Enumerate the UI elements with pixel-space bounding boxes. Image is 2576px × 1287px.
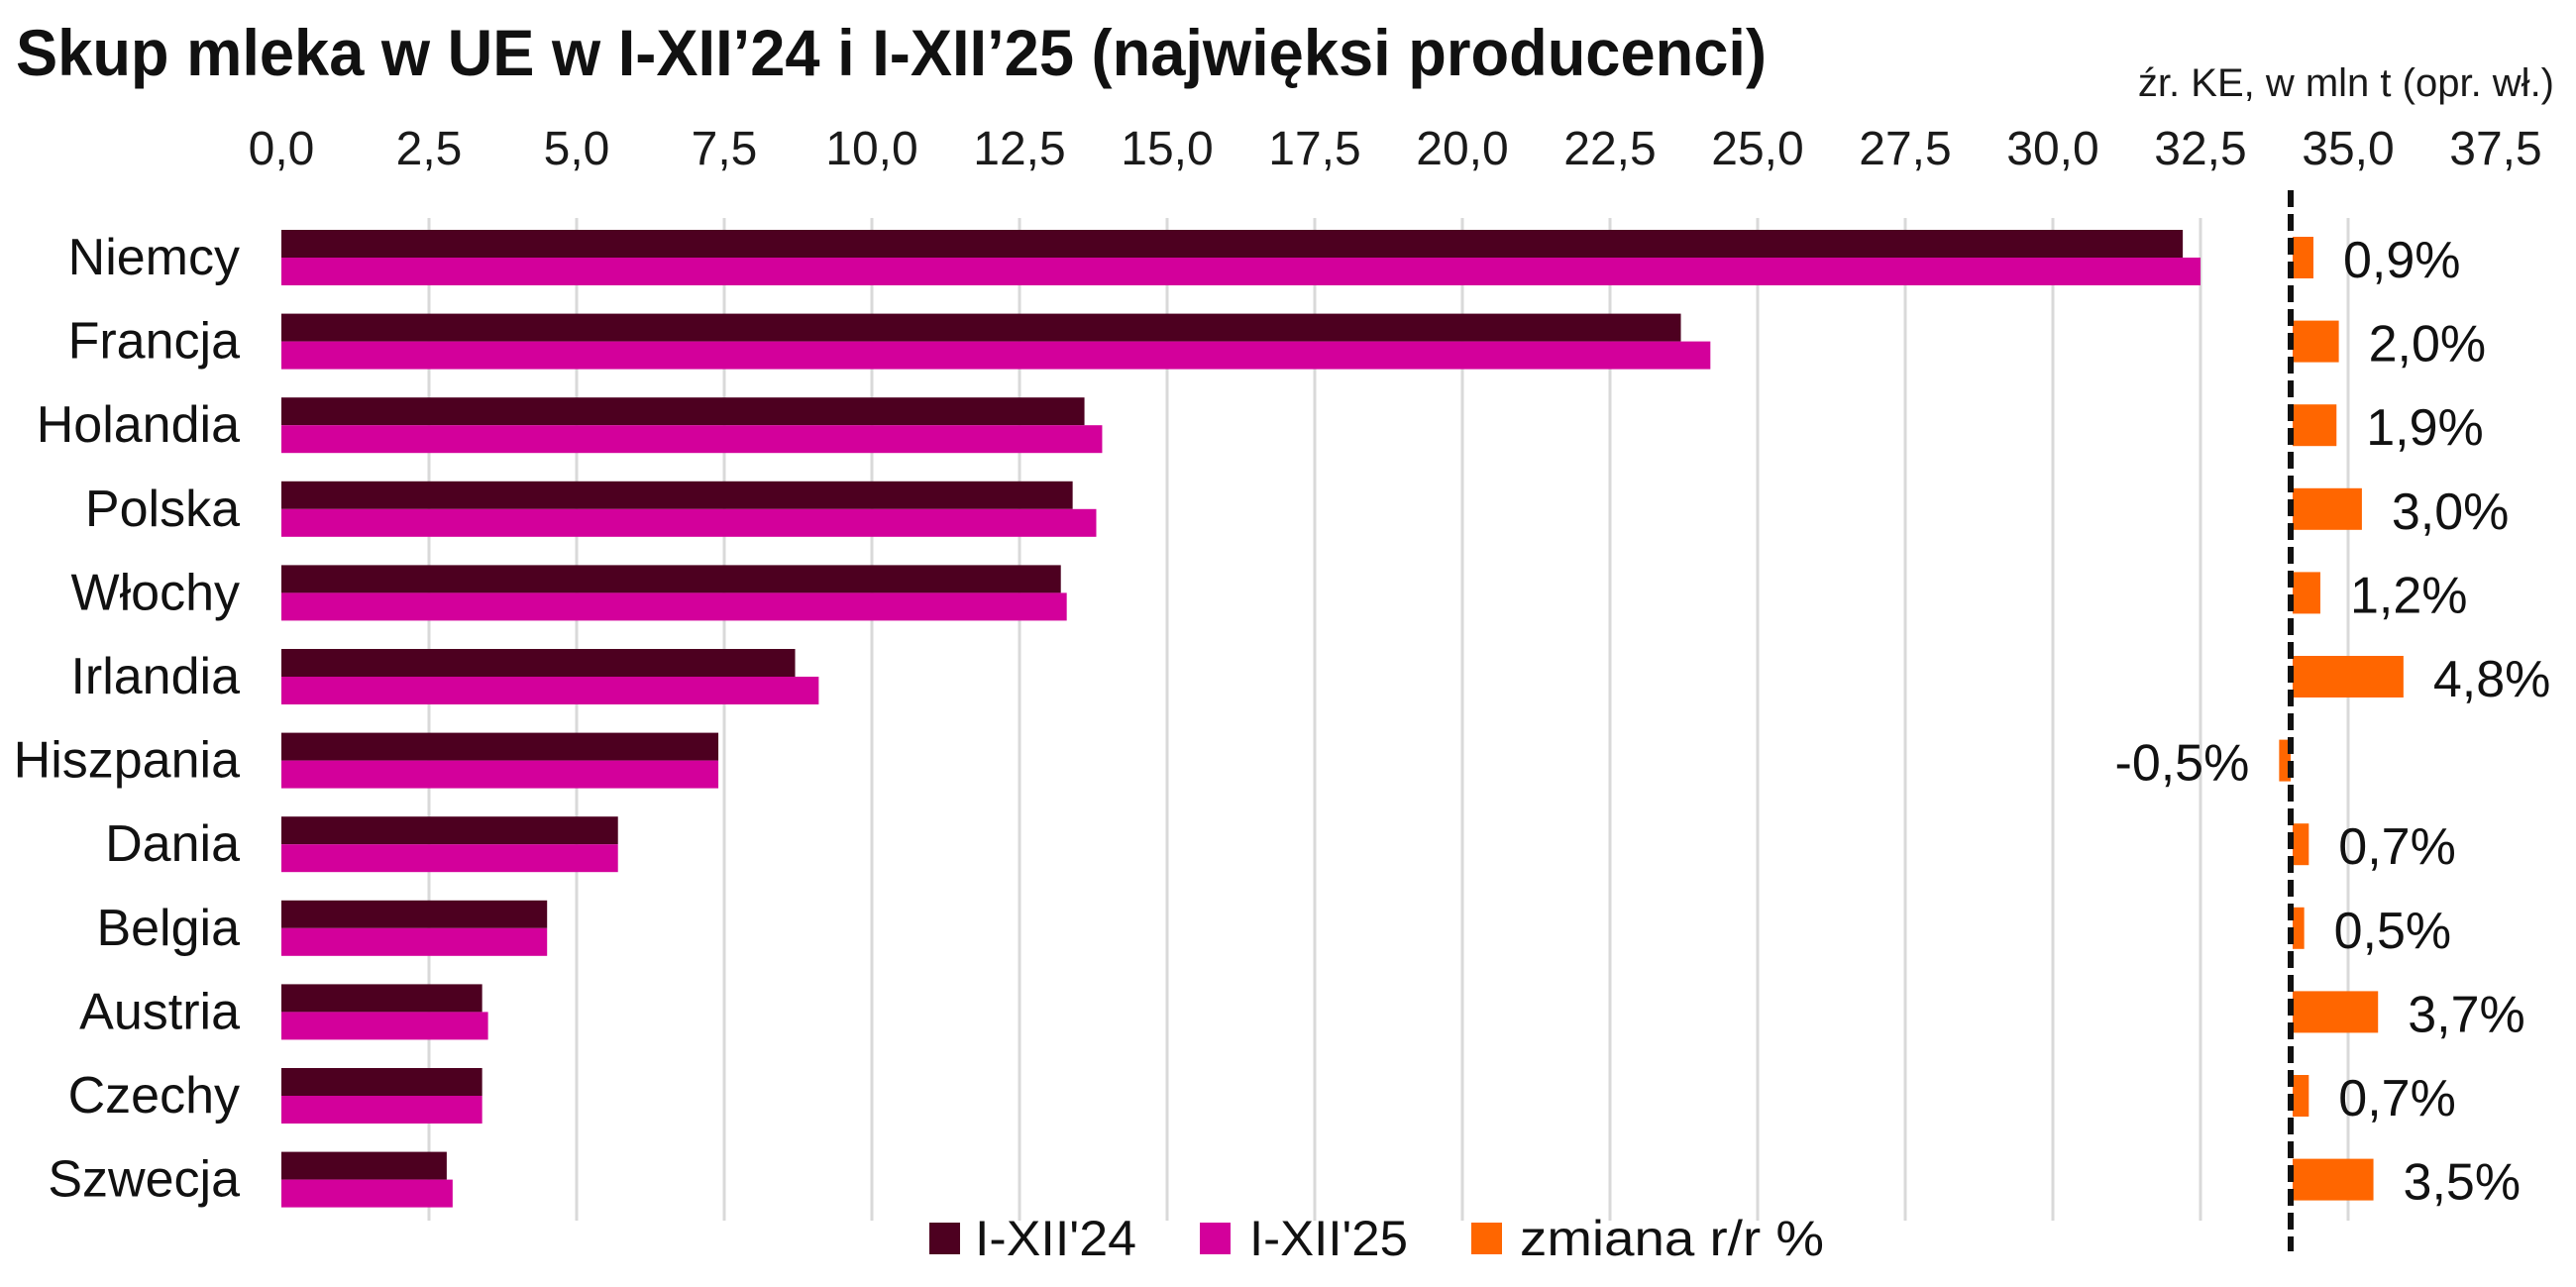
x-tick-label: 35,0 — [2302, 123, 2394, 175]
bar-2025 — [281, 341, 1711, 370]
bar-2025 — [281, 508, 1097, 537]
category-label: Dania — [105, 815, 240, 873]
category-label: Szwecja — [48, 1151, 240, 1209]
source-note: źr. KE, w mln t (opr. wł.) — [2138, 61, 2554, 105]
x-tick-label: 32,5 — [2154, 123, 2246, 175]
category-label: Czechy — [68, 1067, 240, 1125]
x-tick-label: 5,0 — [544, 123, 610, 175]
change-data-label: 0,9% — [2343, 232, 2461, 289]
x-tick-label: 30,0 — [2006, 123, 2098, 175]
bars — [281, 230, 2200, 1208]
bar-2024 — [281, 816, 618, 845]
change-data-label: 1,9% — [2366, 399, 2484, 457]
change-data-label: 3,7% — [2408, 986, 2525, 1043]
category-label: Niemcy — [68, 229, 240, 286]
category-label: Włochy — [71, 564, 240, 621]
bar-2024 — [281, 649, 796, 677]
x-tick-label: 25,0 — [1711, 123, 1803, 175]
category-labels: Niemcy Francja Holandia Polska Włochy Irlandi… — [14, 229, 240, 1209]
bar-2024 — [281, 732, 719, 761]
change-bar — [2293, 404, 2337, 447]
legend-item-2025[interactable]: I-XII'25 — [1200, 1211, 1408, 1266]
change-bar — [2293, 907, 2305, 949]
category-label: Polska — [85, 481, 240, 538]
change-bars: 0,9% 2,0% 1,9% 3,0% 1,2% 4,8% -0,5% 0,7% 0,5% 3,7… — [2115, 232, 2551, 1212]
bar-2024 — [281, 900, 548, 928]
gridlines — [427, 218, 2350, 1221]
x-axis-ticks: 0,0 2,5 5,0 7,5 10,0 12,5 15,0 17,5 20,0 22,5 25,0… — [249, 123, 2542, 175]
bar-2024 — [281, 481, 1073, 509]
change-data-label: 4,8% — [2433, 651, 2551, 708]
change-data-label: 2,0% — [2369, 316, 2487, 374]
bar-2024 — [281, 565, 1061, 593]
bar-2025 — [281, 592, 1067, 621]
change-bar — [2293, 572, 2320, 614]
bar-2024 — [281, 984, 483, 1013]
category-label: Austria — [79, 983, 240, 1040]
bar-2025 — [281, 1179, 453, 1208]
bar-2025 — [281, 1012, 488, 1040]
bar-2025 — [281, 844, 618, 873]
bar-2025 — [281, 760, 719, 789]
legend-label-2025: I-XII'25 — [1249, 1211, 1408, 1266]
bar-2025 — [281, 677, 819, 704]
legend-swatch-change — [1471, 1223, 1502, 1254]
bar-2024 — [281, 397, 1085, 426]
change-data-label: 3,0% — [2392, 483, 2510, 541]
x-tick-label: 37,5 — [2449, 123, 2541, 175]
bar-2025 — [281, 425, 1103, 454]
x-tick-label: 10,0 — [825, 123, 917, 175]
x-tick-label: 0,0 — [249, 123, 315, 175]
change-data-label: 1,2% — [2350, 567, 2468, 624]
legend-swatch-2024 — [929, 1223, 960, 1254]
change-bar — [2293, 320, 2339, 363]
bar-2024 — [281, 313, 1681, 342]
category-label: Francja — [68, 313, 240, 371]
x-tick-label: 17,5 — [1268, 123, 1360, 175]
bar-2024 — [281, 1151, 447, 1180]
change-bar — [2293, 1075, 2309, 1117]
bar-2025 — [281, 927, 548, 956]
change-bar — [2293, 656, 2404, 697]
change-data-label: 0,7% — [2338, 1070, 2456, 1127]
bar-2024 — [281, 230, 2184, 258]
x-tick-label: 27,5 — [1859, 123, 1951, 175]
category-label: Belgia — [96, 900, 240, 957]
legend: I-XII'24 I-XII'25 zmiana r/r % — [929, 1211, 1824, 1266]
bar-2024 — [281, 1068, 483, 1096]
x-tick-label: 7,5 — [692, 123, 758, 175]
change-data-label: 0,7% — [2338, 818, 2456, 876]
change-bar — [2293, 823, 2309, 866]
bar-2025 — [281, 258, 2200, 285]
change-bar — [2293, 991, 2379, 1033]
change-bar — [2279, 739, 2291, 782]
category-label: Hiszpania — [14, 732, 240, 790]
x-tick-label: 2,5 — [396, 123, 463, 175]
legend-label-2024: I-XII'24 — [975, 1211, 1136, 1266]
x-tick-label: 20,0 — [1416, 123, 1508, 175]
legend-item-2024[interactable]: I-XII'24 — [929, 1211, 1136, 1266]
x-tick-label: 15,0 — [1121, 123, 1213, 175]
change-data-label: -0,5% — [2115, 735, 2250, 793]
change-data-label: 0,5% — [2334, 903, 2452, 960]
x-tick-label: 12,5 — [973, 123, 1065, 175]
category-label: Holandia — [37, 396, 240, 454]
chart-title: Skup mleka w UE w I-XII’24 i I-XII’25 (n… — [16, 16, 1767, 89]
legend-swatch-2025 — [1200, 1223, 1231, 1254]
legend-item-change[interactable]: zmiana r/r % — [1471, 1211, 1824, 1266]
x-tick-label: 22,5 — [1563, 123, 1656, 175]
change-data-label: 3,5% — [2404, 1154, 2522, 1212]
bar-2025 — [281, 1096, 483, 1124]
category-label: Irlandia — [70, 648, 240, 705]
change-bar — [2293, 487, 2362, 530]
change-bar — [2293, 237, 2313, 278]
change-bar — [2293, 1158, 2374, 1201]
legend-label-change: zmiana r/r % — [1520, 1211, 1824, 1266]
